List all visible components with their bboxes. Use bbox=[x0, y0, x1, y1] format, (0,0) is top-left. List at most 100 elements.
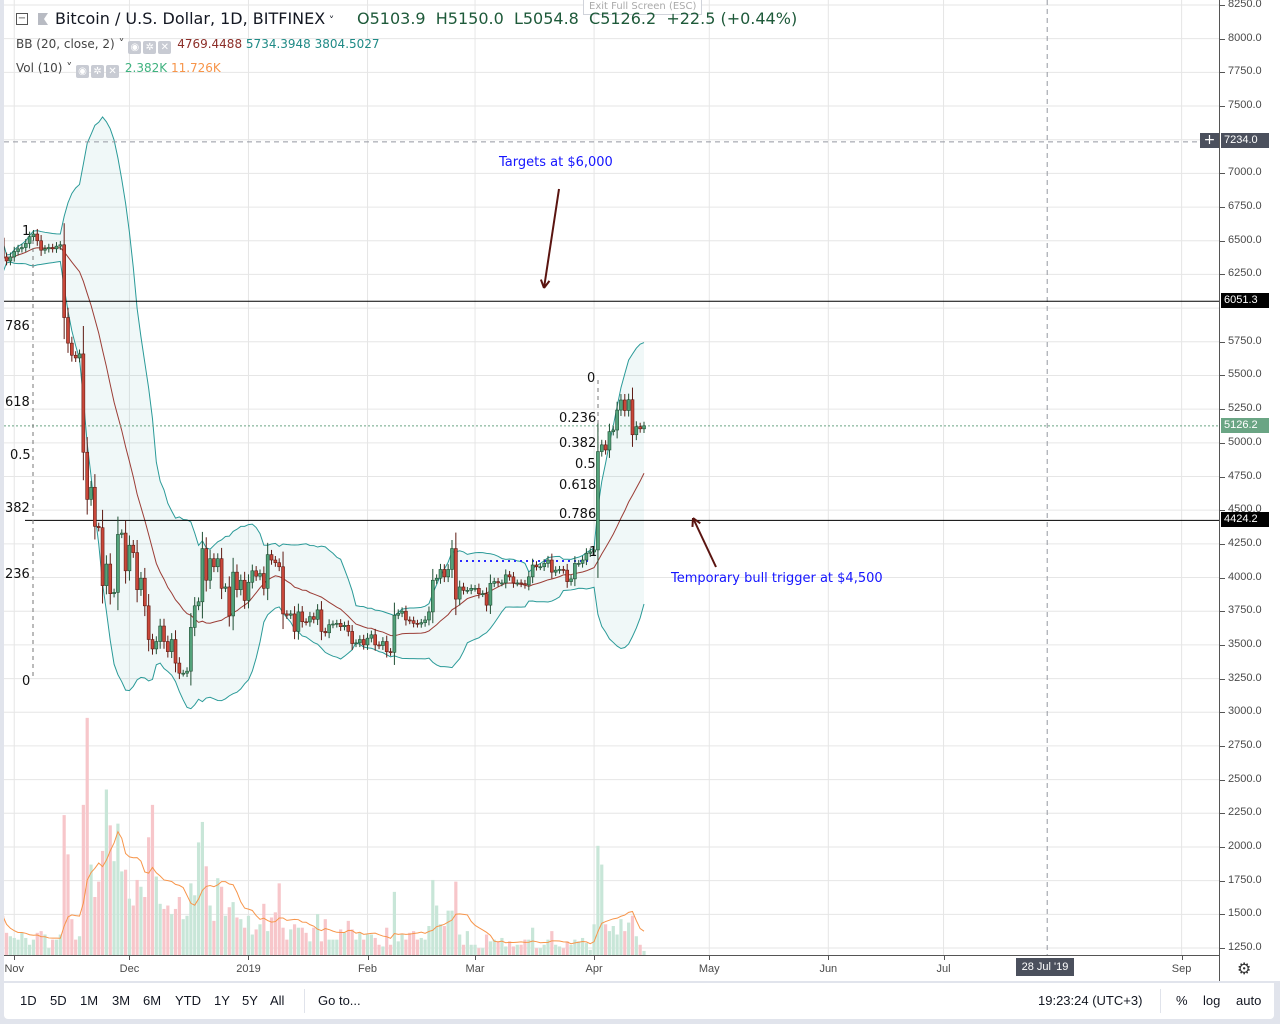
candle-up bbox=[427, 611, 431, 621]
volume-bar bbox=[369, 934, 373, 955]
gear-icon[interactable]: ✲ bbox=[91, 65, 105, 78]
auto-scale-button[interactable]: auto bbox=[1236, 993, 1262, 1008]
candle-up bbox=[185, 670, 189, 674]
volume-bar bbox=[600, 864, 604, 955]
candle-down bbox=[461, 586, 466, 591]
candle-down bbox=[254, 570, 258, 577]
log-scale-button[interactable]: log bbox=[1203, 993, 1221, 1008]
vol-label[interactable]: Vol (10) bbox=[16, 61, 63, 75]
targets-annotation[interactable]: Targets at $6,000 bbox=[499, 155, 613, 170]
volume-bar bbox=[611, 925, 615, 955]
candle-up bbox=[450, 548, 454, 570]
price-tick-label: 7000.0 bbox=[1228, 166, 1262, 179]
volume-bar bbox=[85, 717, 89, 955]
collapse-legend-icon[interactable]: − bbox=[16, 13, 28, 25]
candle-down bbox=[70, 342, 74, 356]
range-1d-button[interactable]: 1D bbox=[20, 993, 37, 1008]
time-tick-mark bbox=[943, 956, 945, 960]
range-1m-button[interactable]: 1M bbox=[80, 993, 99, 1008]
price-tick-mark bbox=[1220, 5, 1225, 6]
trigger-annotation[interactable]: Temporary bull trigger at $4,500 bbox=[671, 571, 883, 586]
volume-bar bbox=[373, 937, 377, 955]
volume-bar bbox=[74, 939, 78, 955]
volume-bar bbox=[400, 934, 404, 955]
volume-bar bbox=[423, 939, 427, 955]
targets-arrow bbox=[543, 188, 560, 289]
candle-up bbox=[596, 451, 600, 551]
volume-bar bbox=[557, 946, 562, 955]
candle-down bbox=[66, 317, 70, 344]
bb-label[interactable]: BB (20, close, 2) bbox=[16, 37, 115, 51]
time-tick-mark bbox=[14, 956, 16, 960]
range-all-button[interactable]: All bbox=[270, 993, 285, 1008]
candle-up bbox=[231, 571, 235, 617]
fib-left-label: 618 bbox=[5, 395, 30, 410]
candle-down bbox=[135, 552, 139, 590]
candle-down bbox=[100, 527, 105, 586]
clock-timezone[interactable]: 19:23:24 (UTC+3) bbox=[1038, 993, 1143, 1008]
close-icon[interactable]: ✕ bbox=[158, 41, 172, 54]
candle-down bbox=[630, 399, 635, 436]
goto-button[interactable]: Go to... bbox=[318, 993, 361, 1008]
candle-up bbox=[615, 409, 619, 431]
volume-bar bbox=[573, 939, 577, 955]
volume-bar bbox=[435, 905, 439, 955]
candle-up bbox=[127, 544, 132, 572]
exit-fullscreen-tooltip[interactable]: Exit Full Screen (ESC) bbox=[583, 0, 703, 15]
candle-up bbox=[288, 613, 293, 616]
eye-icon[interactable]: ◉ bbox=[128, 41, 142, 54]
volume-bar bbox=[54, 939, 59, 955]
symbol-flag-icon[interactable] bbox=[38, 13, 48, 25]
volume-bar bbox=[277, 883, 281, 955]
price-tick-label: 3500.0 bbox=[1228, 637, 1262, 650]
range-5y-button[interactable]: 5Y bbox=[242, 993, 258, 1008]
gear-icon[interactable]: ✲ bbox=[143, 41, 157, 54]
volume-bar bbox=[634, 936, 638, 955]
candle-up bbox=[446, 569, 450, 578]
volume-bar bbox=[642, 950, 646, 955]
add-alert-plus-icon[interactable]: + bbox=[1200, 133, 1219, 148]
volume-bar bbox=[584, 943, 588, 955]
candle-down bbox=[227, 586, 232, 617]
price-tick-mark bbox=[1220, 644, 1225, 646]
price-tick-label: 6750.0 bbox=[1228, 200, 1262, 213]
candle-down bbox=[219, 558, 224, 589]
fib-right-label: 1 bbox=[589, 545, 598, 560]
fib-right-label: 0.618 bbox=[559, 478, 597, 493]
candle-up bbox=[423, 619, 427, 623]
volume-bar bbox=[354, 939, 358, 955]
price-chart[interactable] bbox=[4, 0, 1219, 955]
close-icon[interactable]: ✕ bbox=[106, 65, 120, 78]
range-5d-button[interactable]: 5D bbox=[50, 993, 67, 1008]
price-tick-label: 2500.0 bbox=[1228, 772, 1262, 785]
candle-up bbox=[584, 552, 589, 561]
candle-up bbox=[265, 554, 270, 589]
volume-bar bbox=[365, 934, 370, 955]
volume-bar bbox=[580, 937, 585, 955]
candle-up bbox=[116, 534, 120, 593]
candle-down bbox=[212, 558, 216, 568]
percent-scale-button[interactable]: % bbox=[1176, 993, 1188, 1008]
candle-up bbox=[503, 574, 508, 584]
volume-bar bbox=[100, 850, 105, 955]
range-1y-button[interactable]: 1Y bbox=[214, 993, 230, 1008]
candle-up bbox=[16, 248, 20, 252]
volume-bar bbox=[461, 944, 466, 955]
chevron-down-icon[interactable]: ˅ bbox=[325, 14, 335, 27]
chevron-down-icon[interactable]: ˅ bbox=[114, 37, 129, 51]
volume-bar bbox=[269, 917, 274, 955]
volume-bar bbox=[346, 920, 350, 955]
volume-bar bbox=[442, 925, 446, 955]
volume-bar bbox=[296, 927, 300, 955]
range-ytd-button[interactable]: YTD bbox=[175, 993, 201, 1008]
fib-left-label: 382 bbox=[5, 501, 30, 516]
chevron-down-icon[interactable]: ˅ bbox=[62, 61, 77, 75]
settings-gear-icon[interactable]: ⚙ bbox=[1237, 959, 1252, 978]
range-6m-button[interactable]: 6M bbox=[143, 993, 162, 1008]
eye-icon[interactable]: ◉ bbox=[76, 65, 90, 78]
volume-bar bbox=[377, 944, 381, 955]
range-3m-button[interactable]: 3M bbox=[112, 993, 131, 1008]
candle-down bbox=[62, 244, 66, 318]
symbol-title[interactable]: Bitcoin / U.S. Dollar, 1D, BITFINEX ˅ bbox=[55, 9, 334, 28]
candle-down bbox=[85, 451, 89, 500]
